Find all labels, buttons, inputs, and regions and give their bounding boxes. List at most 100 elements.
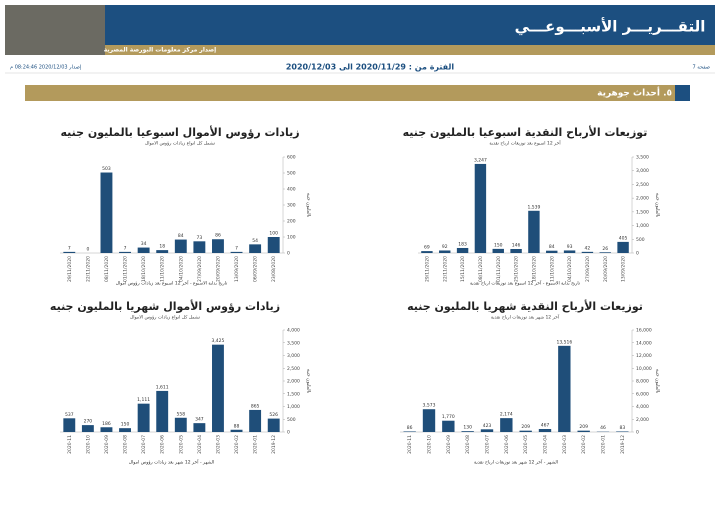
- x-tick-label: 2020-01: [601, 435, 607, 454]
- value-label: 209: [521, 424, 530, 430]
- x-tick-label: 18/10/2020: [141, 256, 147, 282]
- x-tick-label: 2020-08: [465, 435, 471, 454]
- y-tick-label: 3,500: [636, 155, 649, 161]
- value-label: 1,111: [137, 397, 150, 403]
- value-label: 1,770: [442, 414, 455, 420]
- bar: [500, 418, 513, 432]
- y-tick-label: 0: [636, 251, 639, 257]
- value-label: 42: [585, 245, 591, 251]
- bar: [230, 429, 243, 432]
- y-tick-label: 1,500: [287, 391, 300, 397]
- y-tick-label: 0: [287, 251, 290, 257]
- x-axis-label: الشهر - آخر 12 شهر بعد توزيعات ارباح نقد…: [474, 460, 558, 466]
- bar: [577, 430, 590, 432]
- y-tick-label: 2,000: [636, 196, 649, 202]
- bar: [63, 418, 76, 432]
- y-tick-label: 100: [287, 235, 296, 241]
- y-tick-label: 2,500: [636, 182, 649, 188]
- x-tick-label: 2020-07: [141, 435, 147, 454]
- x-tick-label: 2020-03: [562, 435, 568, 454]
- value-label: 69: [424, 245, 430, 251]
- y-tick-label: 0: [287, 430, 290, 436]
- bar: [538, 429, 552, 432]
- x-tick-label: 29/11/2020: [424, 256, 430, 282]
- bar: [461, 431, 474, 432]
- y-tick-label: 1,000: [636, 223, 649, 229]
- value-label: 73: [197, 235, 203, 241]
- value-label: 209: [579, 424, 588, 430]
- bar: [581, 251, 594, 253]
- x-tick-label: 2020-03: [215, 435, 221, 454]
- value-label: 150: [121, 422, 130, 428]
- chart-title: زيادات رؤوس الأموال شهريا بالمليون جنيه: [50, 299, 280, 313]
- x-tick-label: 2020-11: [67, 435, 73, 454]
- y-tick-label: 3,000: [287, 353, 300, 359]
- y-tick-label: 3,000: [636, 168, 649, 174]
- bar: [528, 210, 540, 253]
- y-tick-label: 10,000: [636, 366, 652, 372]
- x-tick-label: 04/10/2020: [178, 256, 184, 282]
- y-tick-label: 500: [287, 171, 296, 177]
- value-label: 7: [235, 245, 238, 251]
- value-label: 405: [619, 235, 628, 241]
- bar: [563, 250, 576, 253]
- y-tick-label: 500: [287, 417, 296, 423]
- y-tick-label: 6,000: [636, 391, 649, 397]
- bar: [558, 345, 571, 432]
- bar: [212, 344, 224, 432]
- section-tab: [675, 85, 690, 101]
- x-tick-label: 2020-09: [446, 435, 452, 454]
- y-tick-label: 0: [636, 430, 639, 436]
- x-tick-label: 27/09/2020: [197, 256, 203, 282]
- bar: [267, 237, 280, 253]
- x-tick-label: 2020-11: [407, 435, 413, 454]
- value-label: 7: [124, 245, 127, 251]
- value-label: 537: [65, 412, 74, 418]
- y-tick-label: 4,000: [636, 404, 649, 410]
- x-tick-label: 01/11/2020: [496, 256, 502, 282]
- value-label: 7: [68, 245, 71, 251]
- value-label: 3,247: [474, 157, 487, 163]
- bar: [492, 248, 504, 253]
- bar: [442, 420, 455, 432]
- value-label: 423: [483, 423, 492, 429]
- value-label: 186: [102, 421, 111, 427]
- x-tick-label: 2020-04: [543, 435, 549, 454]
- value-label: 2,174: [500, 412, 513, 418]
- y-tick-label: 3,500: [287, 340, 300, 346]
- bar: [174, 417, 187, 432]
- bar: [249, 409, 262, 432]
- x-tick-label: 13/09/2020: [234, 256, 240, 282]
- y-tick-label: 300: [287, 203, 296, 209]
- x-tick-label: 13/09/2020: [621, 256, 627, 282]
- bar: [249, 244, 262, 253]
- report-subtitle: إصدار مركز معلومات البورصة المصرية: [104, 47, 216, 54]
- x-tick-label: 08/11/2020: [104, 256, 110, 282]
- x-tick-label: 2020-01: [253, 435, 259, 454]
- value-label: 26: [602, 246, 608, 252]
- issued: إصدار 2020/12/03 08:24:46 م: [10, 65, 82, 71]
- value-label: 3,573: [423, 403, 436, 409]
- bar: [119, 251, 131, 253]
- x-tick-label: 23/08/2020: [271, 256, 277, 282]
- x-tick-label: 2020-04: [197, 435, 203, 454]
- value-label: 100: [269, 231, 278, 237]
- bar: [546, 250, 558, 253]
- chart-title: توزيعات الأرباح النقدية شهريا بالمليون ج…: [407, 299, 643, 313]
- value-label: 83: [619, 425, 625, 431]
- x-tick-label: 25/10/2020: [514, 256, 520, 282]
- bar: [174, 239, 187, 253]
- value-label: 467: [541, 423, 550, 429]
- x-tick-label: 29/11/2020: [67, 256, 73, 282]
- period: الفترة من : 2020/11/29 الى 2020/12/03: [286, 63, 455, 72]
- y-tick-label: 12,000: [636, 353, 652, 359]
- value-label: 130: [463, 425, 472, 431]
- x-tick-label: 2020-02: [234, 435, 240, 454]
- value-label: 270: [84, 419, 93, 425]
- y-tick-label: 600: [287, 155, 296, 161]
- bar: [81, 425, 94, 432]
- value-label: 3,425: [212, 338, 225, 344]
- bar: [193, 241, 206, 253]
- chart-subtitle: آخر 12 اسبوع بعد توزيعات ارباح نقدية: [489, 141, 561, 147]
